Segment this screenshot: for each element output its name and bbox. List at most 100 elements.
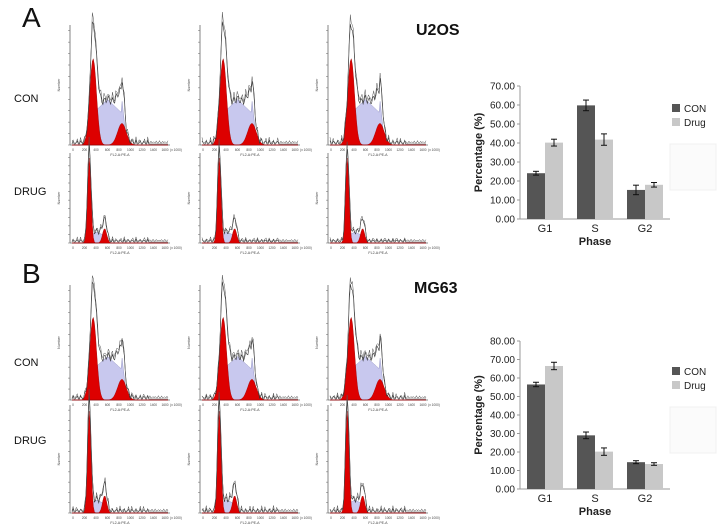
histogram-x-tick-label: 1200 <box>138 516 145 520</box>
histogram-x-tick-label: 200 <box>340 148 346 152</box>
histogram-1-2: 0 200 400 600 800 1000 1200 1400 1600 (x 1000)FL2… <box>315 141 440 255</box>
histogram-x-scale: (x 1000) <box>300 148 312 152</box>
g2-peak <box>202 123 298 146</box>
histogram-x-scale: (x 1000) <box>428 148 440 152</box>
x-axis-title: Phase <box>579 506 611 518</box>
histogram-x-tick-label: 400 <box>93 148 99 152</box>
histogram-x-tick-label: 400 <box>351 403 357 407</box>
histogram-x-tick-label: 600 <box>105 516 111 520</box>
histogram-3-2: 0 200 400 600 800 1000 1200 1400 1600 (x 1000)FL2… <box>315 394 440 525</box>
y-tick-label: 60.00 <box>490 374 515 385</box>
y-tick-label: 50.00 <box>490 392 515 403</box>
histogram-x-label: FL2-A:PE-A <box>368 251 388 255</box>
bar-drug-g1 <box>545 365 563 489</box>
histogram-y-label: Number <box>187 191 191 205</box>
histogram-x-tick-label: 1200 <box>138 148 145 152</box>
y-tick-label: 60.00 <box>490 101 515 112</box>
histogram-x-tick-label: 1600 <box>419 246 426 250</box>
x-tick-label-g1: G1 <box>538 493 553 505</box>
histogram-x-tick-label: 1400 <box>408 148 415 152</box>
histogram-x-tick-label: 1200 <box>396 403 403 407</box>
histogram-2-2: 0 200 400 600 800 1000 1200 1400 1600 (x 1000) FL2… <box>315 277 440 412</box>
histogram-x-tick-label: 1000 <box>257 403 264 407</box>
histogram-envelope-raw <box>71 389 169 512</box>
histogram-x-label: FL2-A:PE-A <box>240 521 260 525</box>
histogram-0-1: 0 200 400 600 800 1000 1200 1400 1600 (x 1000) FL2… <box>187 11 312 157</box>
y-tick-label: 70.00 <box>490 82 515 93</box>
histogram-x-tick-label: 800 <box>246 246 252 250</box>
g1-peak <box>72 411 168 514</box>
histogram-x-tick-label: 200 <box>82 246 88 250</box>
legend-placeholder-box <box>669 406 717 454</box>
histogram-x-tick-label: 1600 <box>291 403 298 407</box>
histogram-3-0: 0 200 400 600 800 1000 1200 1400 1600 (x 1000)FL2… <box>57 389 182 525</box>
histogram-x-tick-label: 1600 <box>161 516 168 520</box>
y-tick-label: 40.00 <box>490 411 515 422</box>
g1-peak <box>202 411 298 514</box>
histogram-envelope-raw <box>329 14 427 144</box>
histogram-x-tick-label: 1200 <box>268 246 275 250</box>
histogram-x-tick-label: 1000 <box>127 403 134 407</box>
x-tick-label-g2: G2 <box>638 223 653 235</box>
panel-a-row-label-con: CON <box>14 93 39 105</box>
histogram-0-2: 0 200 400 600 800 1000 1200 1400 1600 (x 1000) FL2… <box>315 14 440 157</box>
histogram-x-tick-label: 400 <box>223 516 229 520</box>
g2-peak <box>330 379 426 401</box>
histogram-x-tick-label: 600 <box>105 403 111 407</box>
histogram-x-tick-label: 400 <box>93 246 99 250</box>
histogram-x-tick-label: 200 <box>340 403 346 407</box>
x-tick-label-g2: G2 <box>638 493 653 505</box>
histogram-x-tick-label: 0 <box>72 516 74 520</box>
y-tick-label: 10.00 <box>490 196 515 207</box>
histogram-x-tick-label: 1000 <box>257 246 264 250</box>
histogram-x-tick-label: 200 <box>82 148 88 152</box>
histogram-x-label: FL2-A:PE-A <box>240 153 260 157</box>
histogram-x-tick-label: 600 <box>235 246 241 250</box>
mg63-bar-chart: 0.00 10.00 20.00 30.00 40.00 50.00 60.00 70.00 8… <box>473 337 717 518</box>
histogram-x-tick-label: 200 <box>340 516 346 520</box>
histogram-x-tick-label: 400 <box>351 246 357 250</box>
histogram-x-tick-label: 200 <box>212 246 218 250</box>
histogram-x-tick-label: 0 <box>202 516 204 520</box>
histogram-x-tick-label: 400 <box>351 148 357 152</box>
histogram-x-tick-label: 1600 <box>419 516 426 520</box>
histogram-x-tick-label: 0 <box>72 246 74 250</box>
y-tick-label: 30.00 <box>490 158 515 169</box>
histogram-x-tick-label: 1600 <box>291 148 298 152</box>
histogram-x-tick-label: 1400 <box>150 148 157 152</box>
histogram-x-label: FL2-A:PE-A <box>368 153 388 157</box>
histogram-x-tick-label: 1600 <box>161 148 168 152</box>
histogram-x-tick-label: 1000 <box>257 516 264 520</box>
histogram-x-scale: (x 1000) <box>300 246 312 250</box>
y-tick-label: 50.00 <box>490 120 515 131</box>
histogram-x-tick-label: 400 <box>93 403 99 407</box>
histogram-envelope-raw <box>329 394 427 512</box>
histogram-x-tick-label: 1400 <box>408 246 415 250</box>
x-tick-label-s: S <box>591 493 598 505</box>
histogram-x-tick-label: 1400 <box>280 246 287 250</box>
histogram-x-tick-label: 600 <box>363 403 369 407</box>
g2-peak <box>330 123 426 146</box>
histogram-y-label: Number <box>57 78 61 92</box>
bar-con-g2 <box>627 462 645 489</box>
histogram-x-tick-label: 0 <box>330 403 332 407</box>
histogram-x-tick-label: 800 <box>116 516 122 520</box>
histogram-x-tick-label: 600 <box>363 148 369 152</box>
y-tick-label: 80.00 <box>490 337 515 348</box>
histogram-x-tick-label: 1400 <box>150 246 157 250</box>
histogram-x-tick-label: 1400 <box>280 148 287 152</box>
histogram-x-tick-label: 600 <box>105 246 111 250</box>
histogram-y-label: Number <box>315 78 319 92</box>
histogram-x-tick-label: 800 <box>246 403 252 407</box>
histogram-envelope-raw <box>72 136 169 242</box>
histogram-x-tick-label: 200 <box>82 516 88 520</box>
legend-label-con: CON <box>684 104 706 115</box>
bar-drug-s <box>595 451 613 489</box>
histogram-x-tick-label: 1400 <box>408 516 415 520</box>
histogram-x-tick-label: 1200 <box>138 403 145 407</box>
histogram-x-tick-label: 1000 <box>385 246 392 250</box>
y-tick-label: 20.00 <box>490 448 515 459</box>
g2-peak <box>202 495 298 514</box>
histogram-envelope-raw <box>201 274 299 399</box>
bar-con-s <box>577 435 595 489</box>
